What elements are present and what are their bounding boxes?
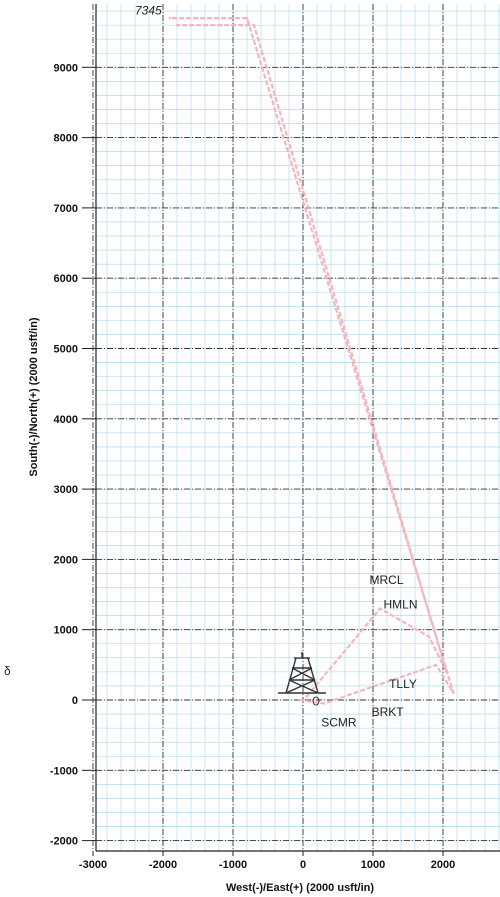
y-tick-label: -1000	[50, 765, 78, 777]
series-point	[252, 23, 256, 27]
series-point	[305, 695, 308, 698]
x-tick-label: 0	[300, 859, 306, 871]
series-point	[427, 635, 431, 638]
x-axis-title: West(-)/East(+) (2000 usft/in)	[226, 882, 374, 894]
x-tick-label: 2000	[431, 859, 455, 871]
x-tick-label: 1000	[361, 859, 385, 871]
annotation-label: 7345	[135, 4, 162, 18]
y-tick-label: 9000	[54, 62, 78, 74]
y-tick-label: 6000	[54, 273, 78, 285]
tick-labels: -3000 -2000 -1000 0 1000 2000-2000-1000010002…	[50, 62, 455, 871]
series-point	[434, 663, 438, 667]
y-tick-label: 2000	[54, 554, 78, 566]
y-tick-label: 8000	[54, 133, 78, 145]
series-point	[168, 16, 172, 20]
x-tick-label: -1000	[219, 859, 247, 871]
series-point	[175, 23, 179, 27]
y-tick-label: 5000	[54, 344, 78, 356]
series-point	[245, 16, 249, 20]
annotation-label: TLLY	[389, 677, 417, 691]
margin-mark: δ	[4, 664, 11, 678]
annotation-label: MRCL	[370, 573, 404, 587]
annotation-label: SCMR	[321, 716, 357, 730]
y-tick-label: 1000	[54, 625, 78, 637]
annotations: MRCL HMLN TLLY BRKT SCMR 7345	[135, 4, 418, 730]
y-tick-label: 3000	[54, 484, 78, 496]
series-point	[343, 649, 347, 652]
series-point	[378, 607, 382, 610]
y-axis-title: South(-)/North(+) (2000 usft/in)	[28, 317, 40, 477]
series-point	[298, 698, 301, 702]
annotation-label: HMLN	[384, 598, 418, 612]
series-layer	[168, 16, 455, 705]
x-tick-label: -2000	[149, 859, 177, 871]
series-point	[445, 670, 448, 674]
y-tick-label: -2000	[50, 836, 78, 848]
series-point	[322, 702, 326, 705]
annotation-label: BRKT	[372, 705, 405, 719]
x-tick-label: -3000	[79, 859, 107, 871]
drilling-rig-icon	[278, 652, 326, 706]
y-tick-label: 0	[72, 695, 78, 707]
y-tick-label: 7000	[54, 203, 78, 215]
series-point	[452, 691, 455, 695]
y-tick-label: 4000	[54, 414, 78, 426]
